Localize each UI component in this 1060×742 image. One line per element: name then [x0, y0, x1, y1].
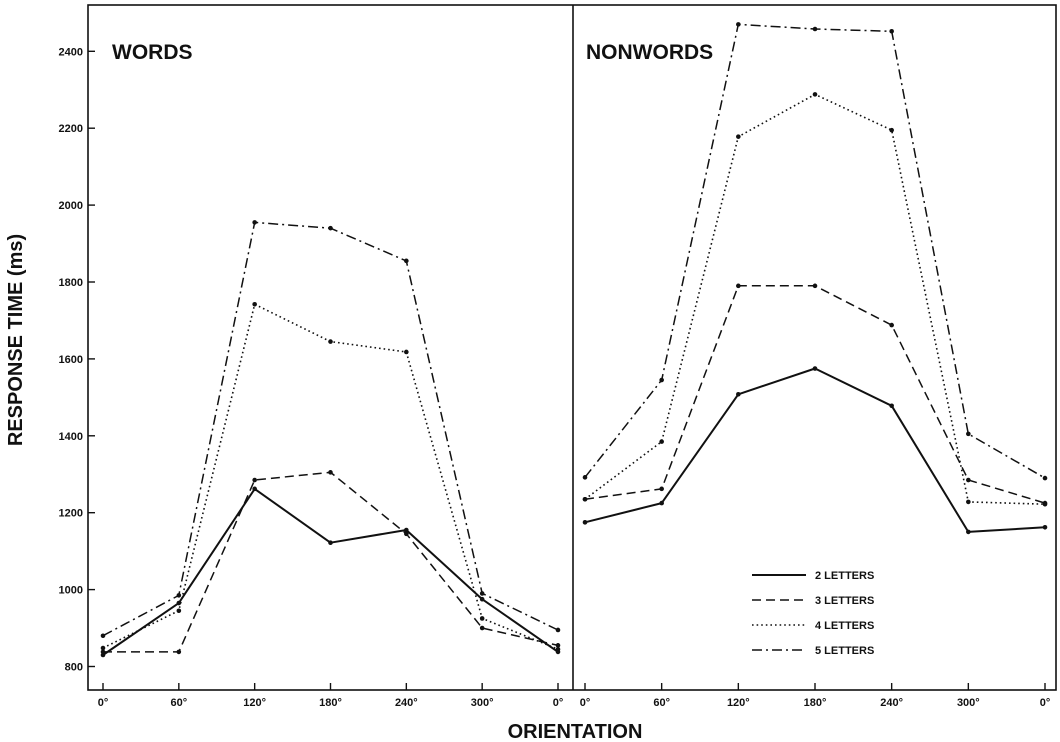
- x-tick-label: 60°: [171, 697, 188, 709]
- y-tick-label: 1800: [59, 277, 83, 289]
- data-point: [555, 646, 561, 652]
- data-point: [966, 529, 971, 535]
- data-point: [736, 134, 741, 139]
- y-axis-label: RESPONSE TIME (ms): [5, 234, 27, 446]
- legend-label: 3 LETTERS: [815, 595, 874, 607]
- y-tick-label: 1400: [59, 431, 83, 443]
- data-point: [736, 283, 741, 289]
- data-point: [252, 477, 257, 483]
- x-tick-label: 300°: [957, 697, 980, 709]
- data-point: [889, 403, 894, 409]
- data-point: [252, 220, 257, 225]
- data-point: [176, 600, 182, 606]
- data-point: [1042, 525, 1048, 530]
- data-point: [1042, 501, 1048, 507]
- data-point: [252, 486, 257, 492]
- data-point: [812, 366, 818, 371]
- x-tick-label: 120°: [243, 697, 266, 709]
- data-point: [582, 520, 588, 525]
- series-line-nonwords-2-letters: [584, 367, 1046, 533]
- data-point: [812, 92, 818, 97]
- x-tick-label: 240°: [395, 697, 418, 709]
- data-point: [1042, 475, 1048, 481]
- y-tick-label: 2400: [59, 46, 83, 58]
- data-point: [736, 391, 741, 397]
- x-axis-label: ORIENTATION: [508, 721, 643, 742]
- data-point: [176, 593, 182, 598]
- legend-label: 4 LETTERS: [815, 620, 874, 632]
- data-point: [889, 322, 894, 328]
- data-point: [328, 225, 333, 231]
- x-tick-label: 0°: [98, 697, 109, 709]
- legend-label: 2 LETTERS: [815, 570, 874, 582]
- x-tick-label: 180°: [319, 697, 342, 709]
- data-point: [479, 625, 485, 631]
- data-point: [328, 470, 333, 475]
- data-point: [100, 649, 106, 655]
- x-tick-label: 0°: [1040, 697, 1051, 709]
- data-point: [889, 29, 894, 34]
- data-point: [100, 633, 106, 639]
- data-point: [479, 616, 485, 621]
- data-point: [479, 591, 485, 596]
- data-point: [966, 477, 971, 483]
- x-tick-label: 0°: [580, 697, 591, 709]
- y-tick-label: 800: [65, 662, 83, 674]
- y-tick-label: 1600: [59, 354, 83, 366]
- series-line-words-5-letters: [102, 221, 559, 637]
- data-point: [176, 608, 182, 614]
- plot-frame: [87, 4, 1057, 691]
- y-tick-label: 2200: [59, 123, 83, 135]
- x-tick-label: 240°: [880, 697, 903, 709]
- data-point: [328, 540, 333, 545]
- data-point: [659, 377, 664, 383]
- data-point: [404, 258, 409, 264]
- y-tick-label: 1000: [59, 585, 83, 597]
- series-layer: [100, 22, 1048, 658]
- data-point: [966, 431, 971, 437]
- series-line-words-3-letters: [103, 471, 559, 653]
- y-tick-label: 2000: [59, 200, 83, 212]
- data-point: [582, 496, 588, 502]
- x-tick-label: 120°: [727, 697, 750, 709]
- data-point: [659, 500, 664, 506]
- data-point: [736, 22, 741, 27]
- legend: 2 LETTERS 3 LETTERS 4 LETTERS 5 LETTERS: [752, 570, 874, 657]
- x-axis: 0° 60° 120° 180° 240° 300° 0° 0° 60° 120° 180° 240°…: [98, 683, 1051, 709]
- series-line-nonwords-3-letters: [584, 285, 1046, 504]
- data-point: [404, 527, 409, 533]
- data-point: [582, 475, 588, 480]
- legend-label: 5 LETTERS: [815, 645, 874, 657]
- data-point: [889, 127, 894, 133]
- data-point: [966, 499, 971, 505]
- x-tick-label: 300°: [471, 697, 494, 709]
- plot-border: [87, 4, 1057, 691]
- data-point: [479, 596, 485, 602]
- data-point: [555, 643, 561, 648]
- y-tick-label: 1200: [59, 508, 83, 520]
- data-point: [659, 486, 664, 492]
- x-tick-label: 180°: [804, 697, 827, 709]
- x-tick-label: 60°: [653, 697, 670, 709]
- data-point: [328, 339, 333, 344]
- data-point: [100, 645, 106, 651]
- data-point: [252, 302, 257, 307]
- x-tick-label: 0°: [553, 697, 564, 709]
- data-point: [659, 439, 664, 444]
- data-point: [812, 26, 818, 32]
- y-axis: 800 1000 1200 1400 1600 1800 2000 2200 2400: [59, 46, 95, 674]
- data-point: [404, 531, 409, 537]
- data-point: [176, 649, 182, 655]
- panel-titles: WORDS NONWORDS: [112, 41, 713, 64]
- panel-title-words: WORDS: [112, 41, 193, 64]
- data-point: [404, 349, 409, 355]
- panel-title-nonwords: NONWORDS: [586, 41, 713, 64]
- data-point: [555, 627, 561, 633]
- data-point: [812, 283, 818, 289]
- series-line-nonwords-4-letters: [584, 93, 1046, 505]
